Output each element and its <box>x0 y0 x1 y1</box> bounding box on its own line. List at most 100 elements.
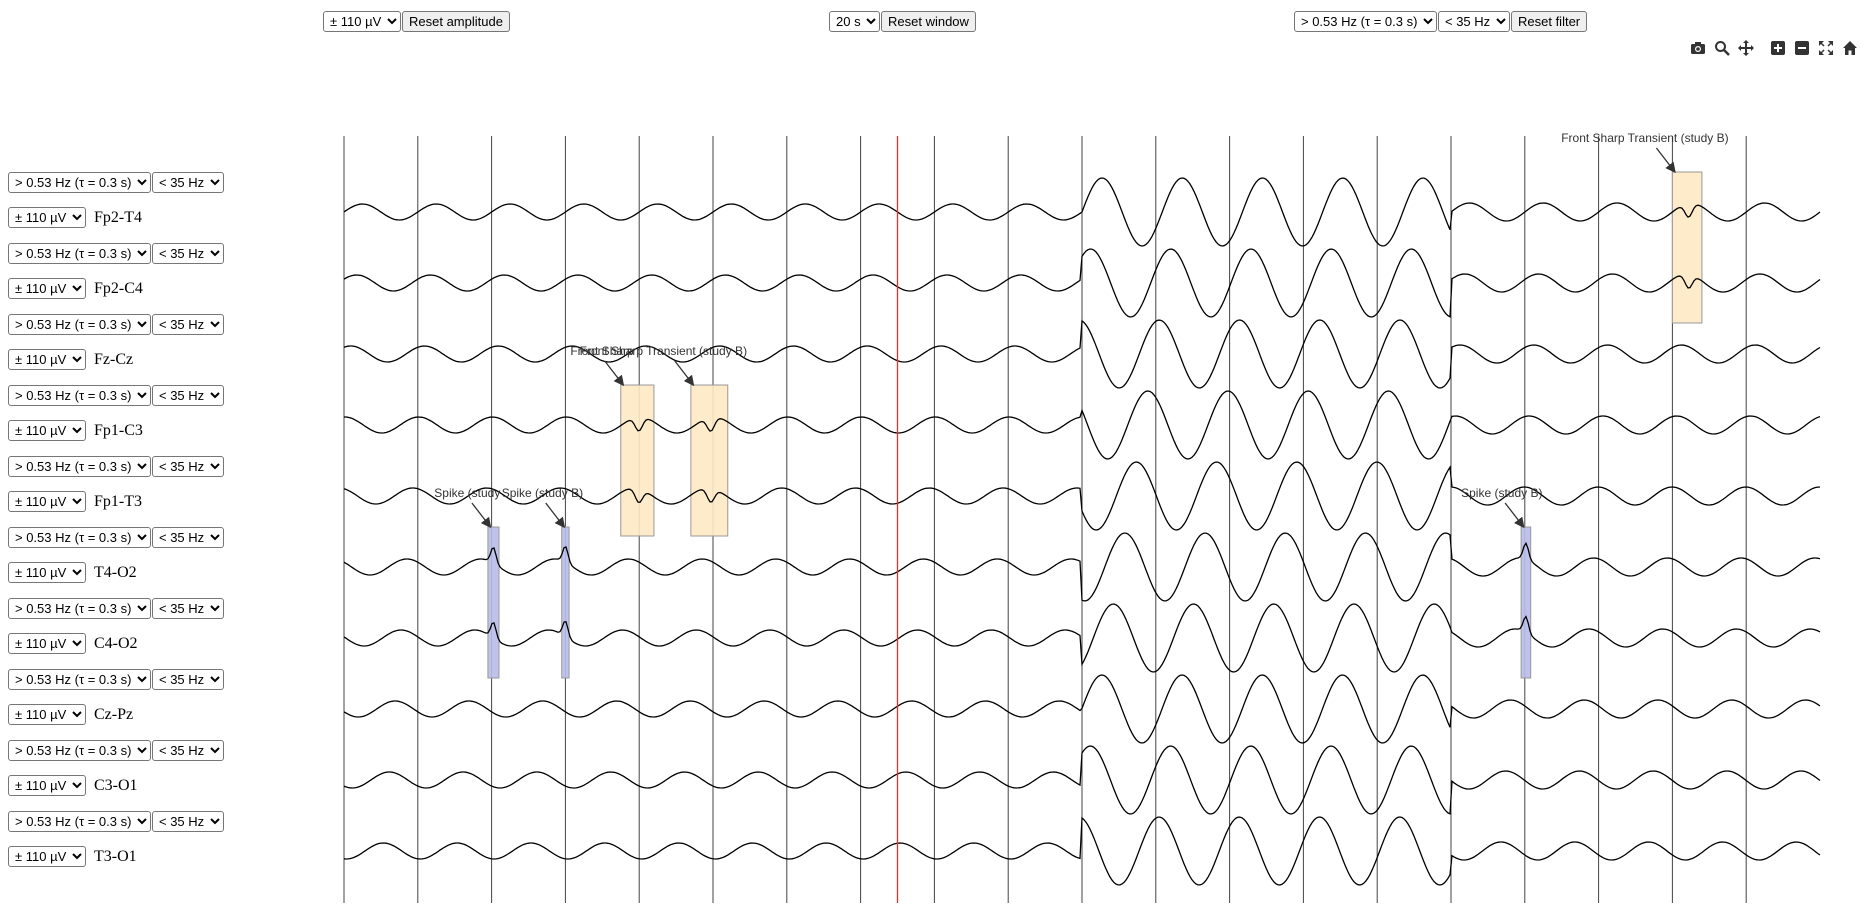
annotation-arrow <box>471 502 492 529</box>
channel-amplitude-row: ± 110 µV Fp2-T4 <box>8 207 142 228</box>
channel-highpass-select[interactable]: > 0.53 Hz (τ = 0.3 s) <box>8 598 151 619</box>
channel-lowpass-select[interactable]: < 35 Hz <box>152 456 224 477</box>
channel-label: Fz-Cz <box>94 350 134 368</box>
amplitude-controls: ± 110 µV Reset amplitude <box>323 11 510 32</box>
reset-amplitude-button[interactable]: Reset amplitude <box>402 11 510 32</box>
channel-highpass-select[interactable]: > 0.53 Hz (τ = 0.3 s) <box>8 456 151 477</box>
channel-amplitude-select[interactable]: ± 110 µV <box>8 349 86 370</box>
annotation-label[interactable]: Front Sharp <box>570 344 634 358</box>
autoscale-icon[interactable] <box>1814 38 1838 58</box>
reset-window-button[interactable]: Reset window <box>881 11 976 32</box>
sharp-transient-annotation-box[interactable] <box>1671 171 1703 324</box>
eeg-trace <box>343 319 1821 389</box>
zoom-out-icon[interactable] <box>1790 38 1814 58</box>
channel-highpass-select[interactable]: > 0.53 Hz (τ = 0.3 s) <box>8 243 151 264</box>
eeg-trace <box>343 248 1821 318</box>
channel-label: T4-O2 <box>94 563 137 581</box>
channel-highpass-select[interactable]: > 0.53 Hz (τ = 0.3 s) <box>8 172 151 193</box>
channel-amplitude-select[interactable]: ± 110 µV <box>8 278 86 299</box>
annotation-arrow <box>1655 147 1676 174</box>
zoom-in-icon[interactable] <box>1766 38 1790 58</box>
plot-toolbar <box>1686 38 1862 58</box>
annotation-arrow <box>1504 502 1525 529</box>
pan-icon[interactable] <box>1734 38 1758 58</box>
channel-lowpass-select[interactable]: < 35 Hz <box>152 811 224 832</box>
annotation-arrow <box>545 502 566 529</box>
channel-label: Fp2-T4 <box>94 208 142 226</box>
channel-filter-row: > 0.53 Hz (τ = 0.3 s) < 35 Hz <box>8 172 224 193</box>
channel-label: T3-O1 <box>94 847 137 865</box>
channel-filter-row: > 0.53 Hz (τ = 0.3 s) < 35 Hz <box>8 385 224 406</box>
channel-highpass-select[interactable]: > 0.53 Hz (τ = 0.3 s) <box>8 740 151 761</box>
spike-annotation-box[interactable] <box>1520 526 1532 679</box>
annotation-label[interactable]: Spike (study <box>434 486 500 500</box>
channel-amplitude-select[interactable]: ± 110 µV <box>8 704 86 725</box>
channel-lowpass-select[interactable]: < 35 Hz <box>152 243 224 264</box>
channel-label: Cz-Pz <box>94 705 134 723</box>
camera-icon[interactable] <box>1686 38 1710 58</box>
channel-highpass-select[interactable]: > 0.53 Hz (τ = 0.3 s) <box>8 314 151 335</box>
eeg-trace <box>343 177 1821 247</box>
reset-filter-button[interactable]: Reset filter <box>1511 11 1588 32</box>
eeg-trace <box>343 816 1821 886</box>
channel-amplitude-row: ± 110 µV Fz-Cz <box>8 349 133 370</box>
lowpass-select[interactable]: < 35 Hz <box>1438 11 1510 32</box>
highpass-select[interactable]: > 0.53 Hz (τ = 0.3 s) <box>1294 11 1437 32</box>
sharp-transient-annotation-box[interactable] <box>690 384 729 537</box>
annotation-label[interactable]: Spike (study B) <box>502 486 583 500</box>
spike-annotation-box[interactable] <box>561 526 570 679</box>
annotation-arrow <box>674 360 695 387</box>
annotation-label[interactable]: Spike (study B) <box>1461 486 1542 500</box>
channel-highpass-select[interactable]: > 0.53 Hz (τ = 0.3 s) <box>8 527 151 548</box>
channel-label: C4-O2 <box>94 634 138 652</box>
channel-amplitude-select[interactable]: ± 110 µV <box>8 846 86 867</box>
home-icon[interactable] <box>1838 38 1862 58</box>
channel-label: Fp1-T3 <box>94 492 142 510</box>
filter-controls: > 0.53 Hz (τ = 0.3 s) < 35 Hz Reset filt… <box>1294 11 1588 32</box>
spike-annotation-box[interactable] <box>487 526 500 679</box>
window-controls: 20 s Reset window <box>829 11 976 32</box>
window-select[interactable]: 20 s <box>829 11 880 32</box>
sharp-transient-annotation-box[interactable] <box>620 384 655 537</box>
channel-amplitude-row: ± 110 µV Fp2-C4 <box>8 278 143 299</box>
amplitude-select[interactable]: ± 110 µV <box>323 11 401 32</box>
channel-amplitude-select[interactable]: ± 110 µV <box>8 562 86 583</box>
channel-amplitude-select[interactable]: ± 110 µV <box>8 633 86 654</box>
channel-amplitude-row: ± 110 µV T3-O1 <box>8 846 137 867</box>
channel-amplitude-row: ± 110 µV T4-O2 <box>8 562 137 583</box>
channel-label: Fp1-C3 <box>94 421 143 439</box>
channel-highpass-select[interactable]: > 0.53 Hz (τ = 0.3 s) <box>8 669 151 690</box>
channel-label: Fp2-C4 <box>94 279 143 297</box>
eeg-trace <box>343 532 1821 602</box>
channel-lowpass-select[interactable]: < 35 Hz <box>152 598 224 619</box>
annotation-arrow <box>604 360 625 387</box>
channel-lowpass-select[interactable]: < 35 Hz <box>152 385 224 406</box>
channel-lowpass-select[interactable]: < 35 Hz <box>152 527 224 548</box>
channel-amplitude-select[interactable]: ± 110 µV <box>8 491 86 512</box>
channel-highpass-select[interactable]: > 0.53 Hz (τ = 0.3 s) <box>8 385 151 406</box>
channel-amplitude-row: ± 110 µV Cz-Pz <box>8 704 133 725</box>
channel-lowpass-select[interactable]: < 35 Hz <box>152 172 224 193</box>
channel-highpass-select[interactable]: > 0.53 Hz (τ = 0.3 s) <box>8 811 151 832</box>
channel-filter-row: > 0.53 Hz (τ = 0.3 s) < 35 Hz <box>8 314 224 335</box>
channel-lowpass-select[interactable]: < 35 Hz <box>152 740 224 761</box>
channel-amplitude-row: ± 110 µV Fp1-T3 <box>8 491 142 512</box>
channel-amplitude-select[interactable]: ± 110 µV <box>8 207 86 228</box>
zoom-icon[interactable] <box>1710 38 1734 58</box>
channel-filter-row: > 0.53 Hz (τ = 0.3 s) < 35 Hz <box>8 598 224 619</box>
channel-filter-row: > 0.53 Hz (τ = 0.3 s) < 35 Hz <box>8 669 224 690</box>
eeg-trace <box>343 603 1821 673</box>
channel-filter-row: > 0.53 Hz (τ = 0.3 s) < 35 Hz <box>8 243 224 264</box>
annotation-label[interactable]: Front Sharp Transient (study B) <box>1561 131 1728 145</box>
channel-filter-row: > 0.53 Hz (τ = 0.3 s) < 35 Hz <box>8 527 224 548</box>
eeg-trace <box>343 745 1821 815</box>
channel-lowpass-select[interactable]: < 35 Hz <box>152 314 224 335</box>
eeg-trace <box>343 461 1821 531</box>
channel-lowpass-select[interactable]: < 35 Hz <box>152 669 224 690</box>
channel-amplitude-select[interactable]: ± 110 µV <box>8 775 86 796</box>
channel-filter-row: > 0.53 Hz (τ = 0.3 s) < 35 Hz <box>8 456 224 477</box>
channel-amplitude-select[interactable]: ± 110 µV <box>8 420 86 441</box>
annotation-label[interactable]: Front Sharp Transient (study B) <box>580 344 747 358</box>
eeg-trace <box>343 674 1821 744</box>
